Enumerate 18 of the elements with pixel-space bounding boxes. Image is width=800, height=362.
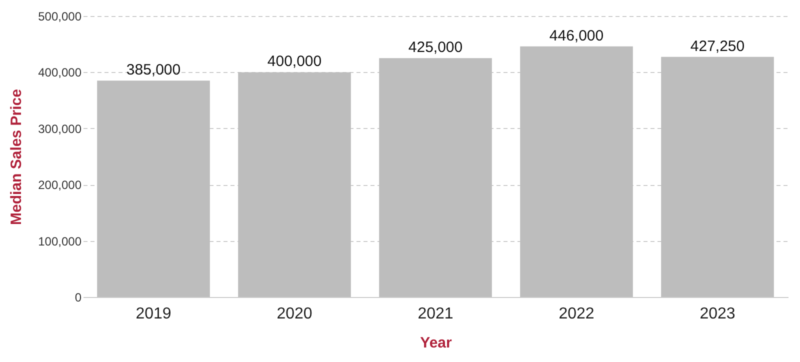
data-label: 385,000 [126,62,181,79]
x-axis-title: Year [420,334,452,352]
y-tick-label: 300,000 [38,122,82,136]
y-tick-label: 400,000 [38,66,82,80]
y-axis-title: Median Sales Price [8,89,26,225]
x-tick-label: 2020 [276,306,312,322]
y-tick-label: 500,000 [38,10,82,24]
data-label: 427,250 [690,38,745,55]
data-label: 400,000 [267,53,322,70]
y-tick-label: 100,000 [38,234,82,248]
x-tick-label: 2022 [558,306,594,322]
y-tick-label: 200,000 [38,178,82,192]
data-label: 425,000 [408,39,463,56]
y-tick-label: 0 [74,290,82,304]
data-label: 446,000 [549,27,604,44]
x-tick-label: 2021 [418,306,454,322]
x-tick-label: 2019 [136,306,172,322]
x-tick-label: 2023 [700,306,736,322]
